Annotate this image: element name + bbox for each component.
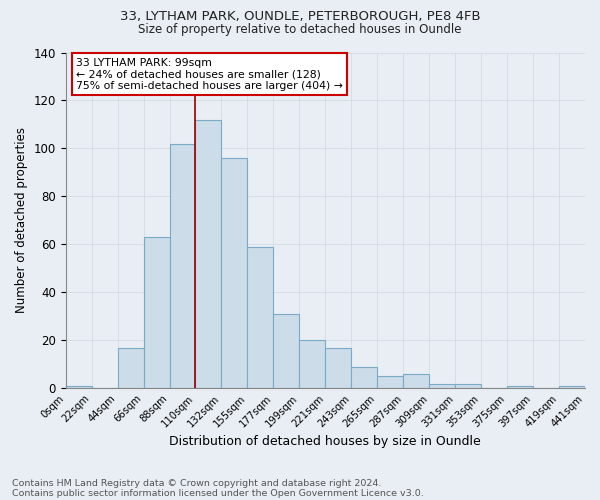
Bar [507, 386, 533, 388]
Bar [429, 384, 455, 388]
Bar [403, 374, 429, 388]
Bar [170, 144, 196, 388]
Bar [143, 238, 170, 388]
Y-axis label: Number of detached properties: Number of detached properties [15, 128, 28, 314]
Bar [455, 384, 481, 388]
Bar [299, 340, 325, 388]
Bar [221, 158, 247, 388]
Bar [325, 348, 351, 389]
Bar [351, 367, 377, 388]
Bar [559, 386, 585, 388]
Text: Contains HM Land Registry data © Crown copyright and database right 2024.: Contains HM Land Registry data © Crown c… [12, 478, 382, 488]
Text: Contains public sector information licensed under the Open Government Licence v3: Contains public sector information licen… [12, 488, 424, 498]
Text: 33 LYTHAM PARK: 99sqm
← 24% of detached houses are smaller (128)
75% of semi-det: 33 LYTHAM PARK: 99sqm ← 24% of detached … [76, 58, 343, 90]
Bar [274, 314, 299, 388]
Bar [196, 120, 221, 388]
Text: 33, LYTHAM PARK, OUNDLE, PETERBOROUGH, PE8 4FB: 33, LYTHAM PARK, OUNDLE, PETERBOROUGH, P… [119, 10, 481, 23]
Bar [377, 376, 403, 388]
X-axis label: Distribution of detached houses by size in Oundle: Distribution of detached houses by size … [169, 434, 481, 448]
Bar [118, 348, 143, 389]
Bar [247, 247, 274, 388]
Bar [65, 386, 92, 388]
Text: Size of property relative to detached houses in Oundle: Size of property relative to detached ho… [138, 22, 462, 36]
